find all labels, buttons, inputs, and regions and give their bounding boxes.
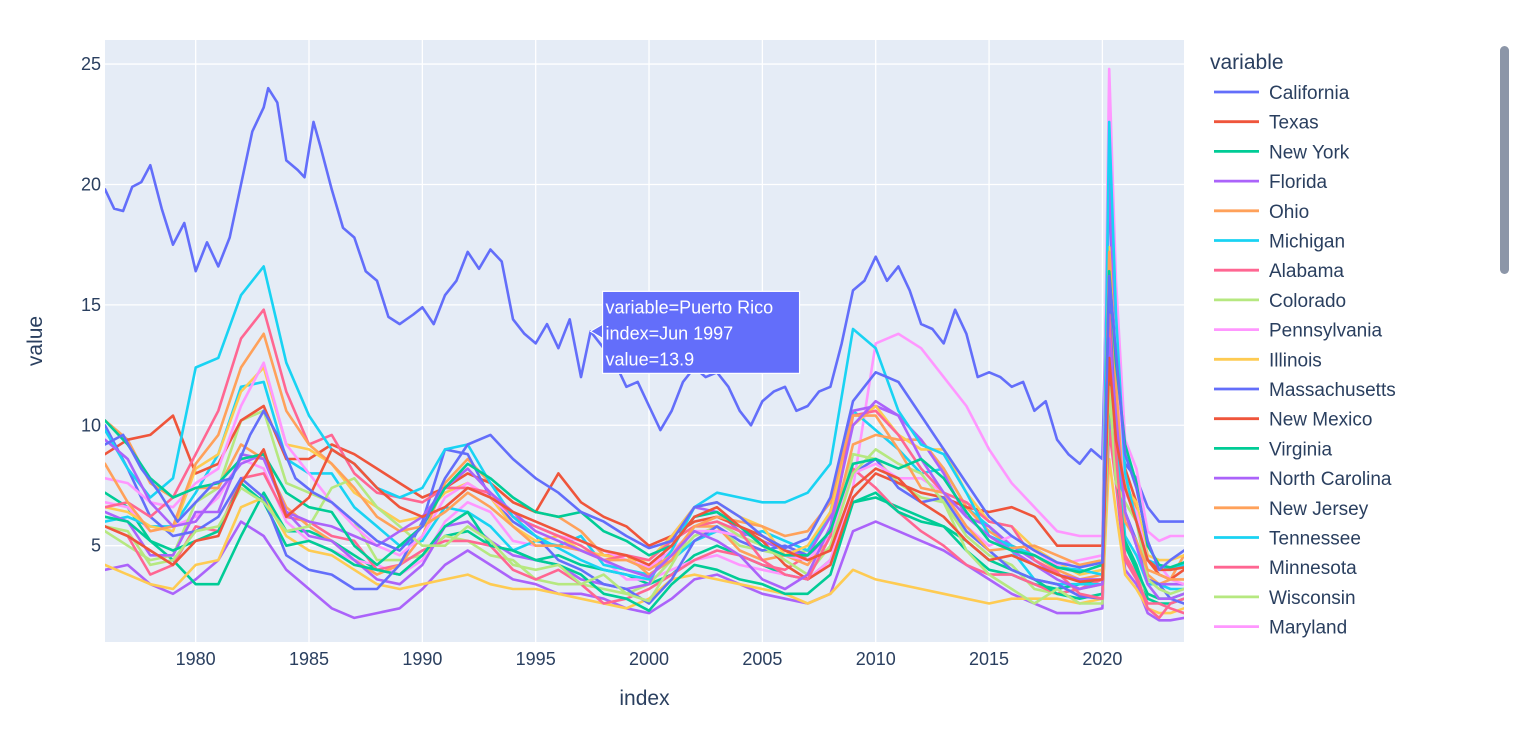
series-line[interactable] bbox=[105, 356, 1184, 584]
tooltip-line: variable=Puerto Rico bbox=[606, 297, 774, 317]
legend-label: Pennsylvania bbox=[1269, 321, 1382, 342]
legend-item[interactable]: Minnesota bbox=[1214, 558, 1357, 579]
x-tick-label: 1990 bbox=[402, 649, 442, 669]
legend-label: Minnesota bbox=[1269, 558, 1357, 579]
legend-scrollbar[interactable] bbox=[1500, 46, 1509, 274]
legend-label: Massachusetts bbox=[1269, 380, 1396, 401]
series-line[interactable] bbox=[105, 375, 1184, 605]
x-tick-label: 2000 bbox=[629, 649, 669, 669]
series-line[interactable] bbox=[105, 274, 1184, 572]
legend-item[interactable]: New Jersey bbox=[1214, 499, 1369, 520]
tooltip-line: value=13.9 bbox=[606, 349, 695, 369]
legend-label: Illinois bbox=[1269, 350, 1322, 371]
x-tick-label: 2015 bbox=[969, 649, 1009, 669]
legend-item[interactable]: Tennessee bbox=[1214, 529, 1361, 550]
series-line[interactable] bbox=[105, 457, 1184, 615]
legend-label: Texas bbox=[1269, 113, 1319, 134]
hover-tooltip: variable=Puerto Rico index=Jun 1997 value=… bbox=[589, 290, 801, 374]
legend-item[interactable]: California bbox=[1214, 83, 1350, 104]
legend-item[interactable]: Wisconsin bbox=[1214, 588, 1356, 609]
legend-label: California bbox=[1269, 83, 1350, 104]
y-axis-title: value bbox=[24, 316, 47, 366]
series-line[interactable] bbox=[105, 279, 1184, 605]
series-line[interactable] bbox=[105, 414, 1184, 622]
tooltip-line: index=Jun 1997 bbox=[606, 323, 734, 343]
x-tick-label: 1985 bbox=[289, 649, 329, 669]
x-axis-title: index bbox=[619, 687, 670, 710]
legend[interactable]: variable California Texas New York Florida O… bbox=[1210, 51, 1396, 639]
legend-item[interactable]: Virginia bbox=[1214, 439, 1332, 460]
series-lines[interactable] bbox=[105, 67, 1184, 622]
series-line[interactable] bbox=[105, 86, 1184, 523]
legend-label: Maryland bbox=[1269, 618, 1347, 639]
x-tick-label: 2010 bbox=[856, 649, 896, 669]
legend-title: variable bbox=[1210, 51, 1284, 74]
y-tick-label: 15 bbox=[81, 295, 101, 315]
legend-item[interactable]: Alabama bbox=[1214, 261, 1344, 282]
y-tick-label: 25 bbox=[81, 54, 101, 74]
legend-label: Michigan bbox=[1269, 232, 1345, 253]
legend-label: Tennessee bbox=[1269, 529, 1361, 550]
legend-item[interactable]: North Carolina bbox=[1214, 469, 1392, 490]
x-tick-label: 2020 bbox=[1082, 649, 1122, 669]
legend-label: Alabama bbox=[1269, 261, 1344, 282]
legend-item[interactable]: Colorado bbox=[1214, 291, 1346, 312]
legend-item[interactable]: Florida bbox=[1214, 172, 1328, 193]
legend-label: Wisconsin bbox=[1269, 588, 1356, 609]
legend-item[interactable]: Pennsylvania bbox=[1214, 321, 1382, 342]
x-tick-label: 1980 bbox=[176, 649, 216, 669]
y-tick-labels: 5 10 15 20 25 bbox=[81, 54, 101, 556]
legend-label: Florida bbox=[1269, 172, 1328, 193]
y-tick-label: 20 bbox=[81, 174, 101, 194]
legend-item[interactable]: Texas bbox=[1214, 113, 1319, 134]
legend-item[interactable]: Massachusetts bbox=[1214, 380, 1396, 401]
y-tick-label: 10 bbox=[81, 415, 101, 435]
legend-item[interactable]: Ohio bbox=[1214, 202, 1309, 223]
series-line[interactable] bbox=[105, 250, 1184, 581]
legend-label: Colorado bbox=[1269, 291, 1346, 312]
series-line[interactable] bbox=[105, 351, 1184, 581]
y-tick-label: 5 bbox=[91, 536, 101, 556]
legend-label: New Mexico bbox=[1269, 410, 1372, 431]
x-tick-label: 1995 bbox=[516, 649, 556, 669]
legend-label: Ohio bbox=[1269, 202, 1309, 223]
legend-label: New York bbox=[1269, 142, 1350, 163]
legend-item[interactable]: Illinois bbox=[1214, 350, 1322, 371]
legend-label: North Carolina bbox=[1269, 469, 1392, 490]
legend-label: Virginia bbox=[1269, 439, 1332, 460]
x-tick-labels: 1980 1985 1990 1995 2000 2005 2010 2015 2020 bbox=[176, 649, 1123, 669]
legend-item[interactable]: New Mexico bbox=[1214, 410, 1372, 431]
legend-item[interactable]: Michigan bbox=[1214, 232, 1345, 253]
series-line[interactable] bbox=[105, 337, 1184, 600]
legend-label: New Jersey bbox=[1269, 499, 1369, 520]
tooltip-box bbox=[601, 290, 801, 374]
x-tick-label: 2005 bbox=[742, 649, 782, 669]
legend-item[interactable]: Maryland bbox=[1214, 618, 1347, 639]
legend-item[interactable]: New York bbox=[1214, 142, 1350, 163]
